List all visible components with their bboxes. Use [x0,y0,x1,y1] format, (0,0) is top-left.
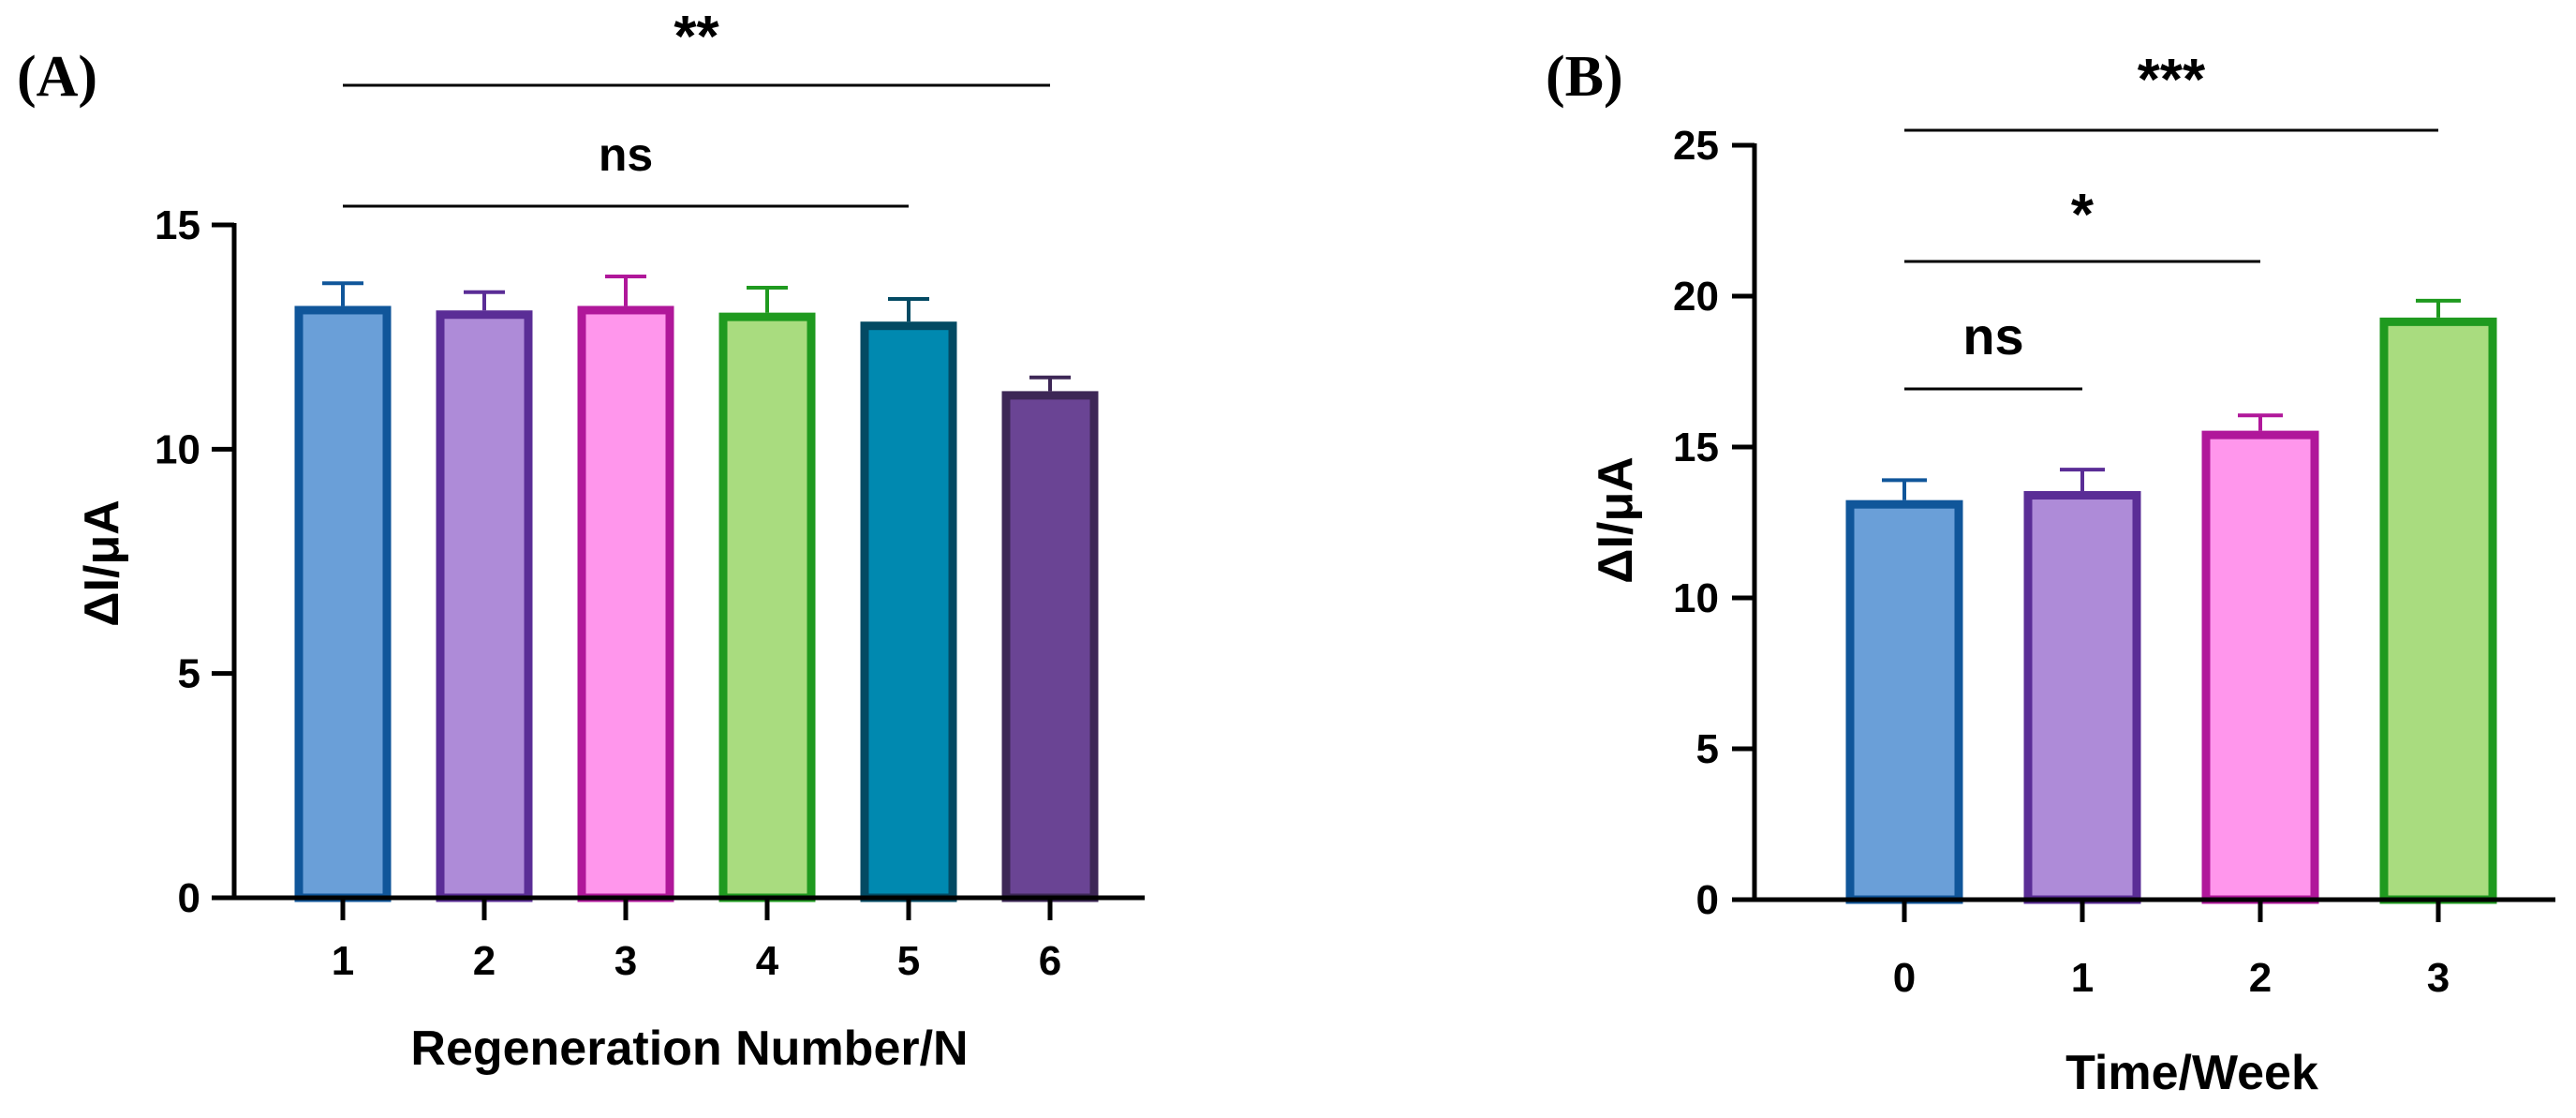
panel-a-chart: (A) 0 5 10 15 1 2 3 4 5 6 Regeneration Number/N ΔI/μ… [17,5,1145,1076]
y-tick-label-b-15: 15 [1673,425,1719,470]
x-tick-label-a-1: 1 [332,938,354,984]
panel-label-a: (A) [17,45,97,109]
x-tick-label-a-5: 5 [897,938,920,984]
x-tick-label-a-6: 6 [1039,938,1061,984]
x-tick-label-b-3: 3 [2427,955,2450,1001]
panel-label-b: (B) [1546,45,1623,109]
y-tick-label-a-15: 15 [155,202,200,248]
bar-a-3 [577,306,674,902]
bar-b-2 [2201,430,2319,904]
bar-a-1 [294,306,392,902]
y-tick-label-b-25: 25 [1673,123,1719,169]
y-tick-label-a-5: 5 [178,651,200,697]
bar-a-5 [860,321,957,902]
bar-a-2 [436,310,533,902]
bar-a-6 [1001,391,1099,902]
significance-label-a-1: ** [674,5,719,69]
x-tick-label-b-0: 0 [1893,955,1916,1001]
bar-b-0 [1845,499,1963,904]
x-tick-label-a-4: 4 [756,938,779,984]
x-tick-label-b-2: 2 [2249,955,2272,1001]
significance-label-a-2: ns [599,128,653,181]
y-tick-label-b-5: 5 [1696,726,1719,772]
y-tick-label-b-0: 0 [1696,877,1719,923]
y-tick-label-b-10: 10 [1673,575,1719,621]
x-tick-label-a-2: 2 [473,938,496,984]
x-axis-title-a: Regeneration Number/N [410,1021,968,1076]
bar-a-4 [718,312,816,902]
significance-label-b-2: * [2071,183,2095,247]
significance-label-b-1: *** [2138,48,2206,112]
x-axis-title-b: Time/Week [2065,1046,2318,1100]
bar-b-1 [2023,491,2141,904]
y-axis-title-b: ΔI/μA [1589,456,1643,584]
x-tick-label-a-3: 3 [614,938,637,984]
y-tick-label-b-20: 20 [1673,274,1719,320]
y-tick-label-a-0: 0 [178,875,200,921]
y-tick-label-a-10: 10 [155,426,200,472]
y-axis-title-a: ΔI/μA [75,499,129,627]
significance-label-b-3: ns [1962,306,2023,365]
bar-b-3 [2379,317,2497,904]
x-tick-label-b-1: 1 [2071,955,2094,1001]
